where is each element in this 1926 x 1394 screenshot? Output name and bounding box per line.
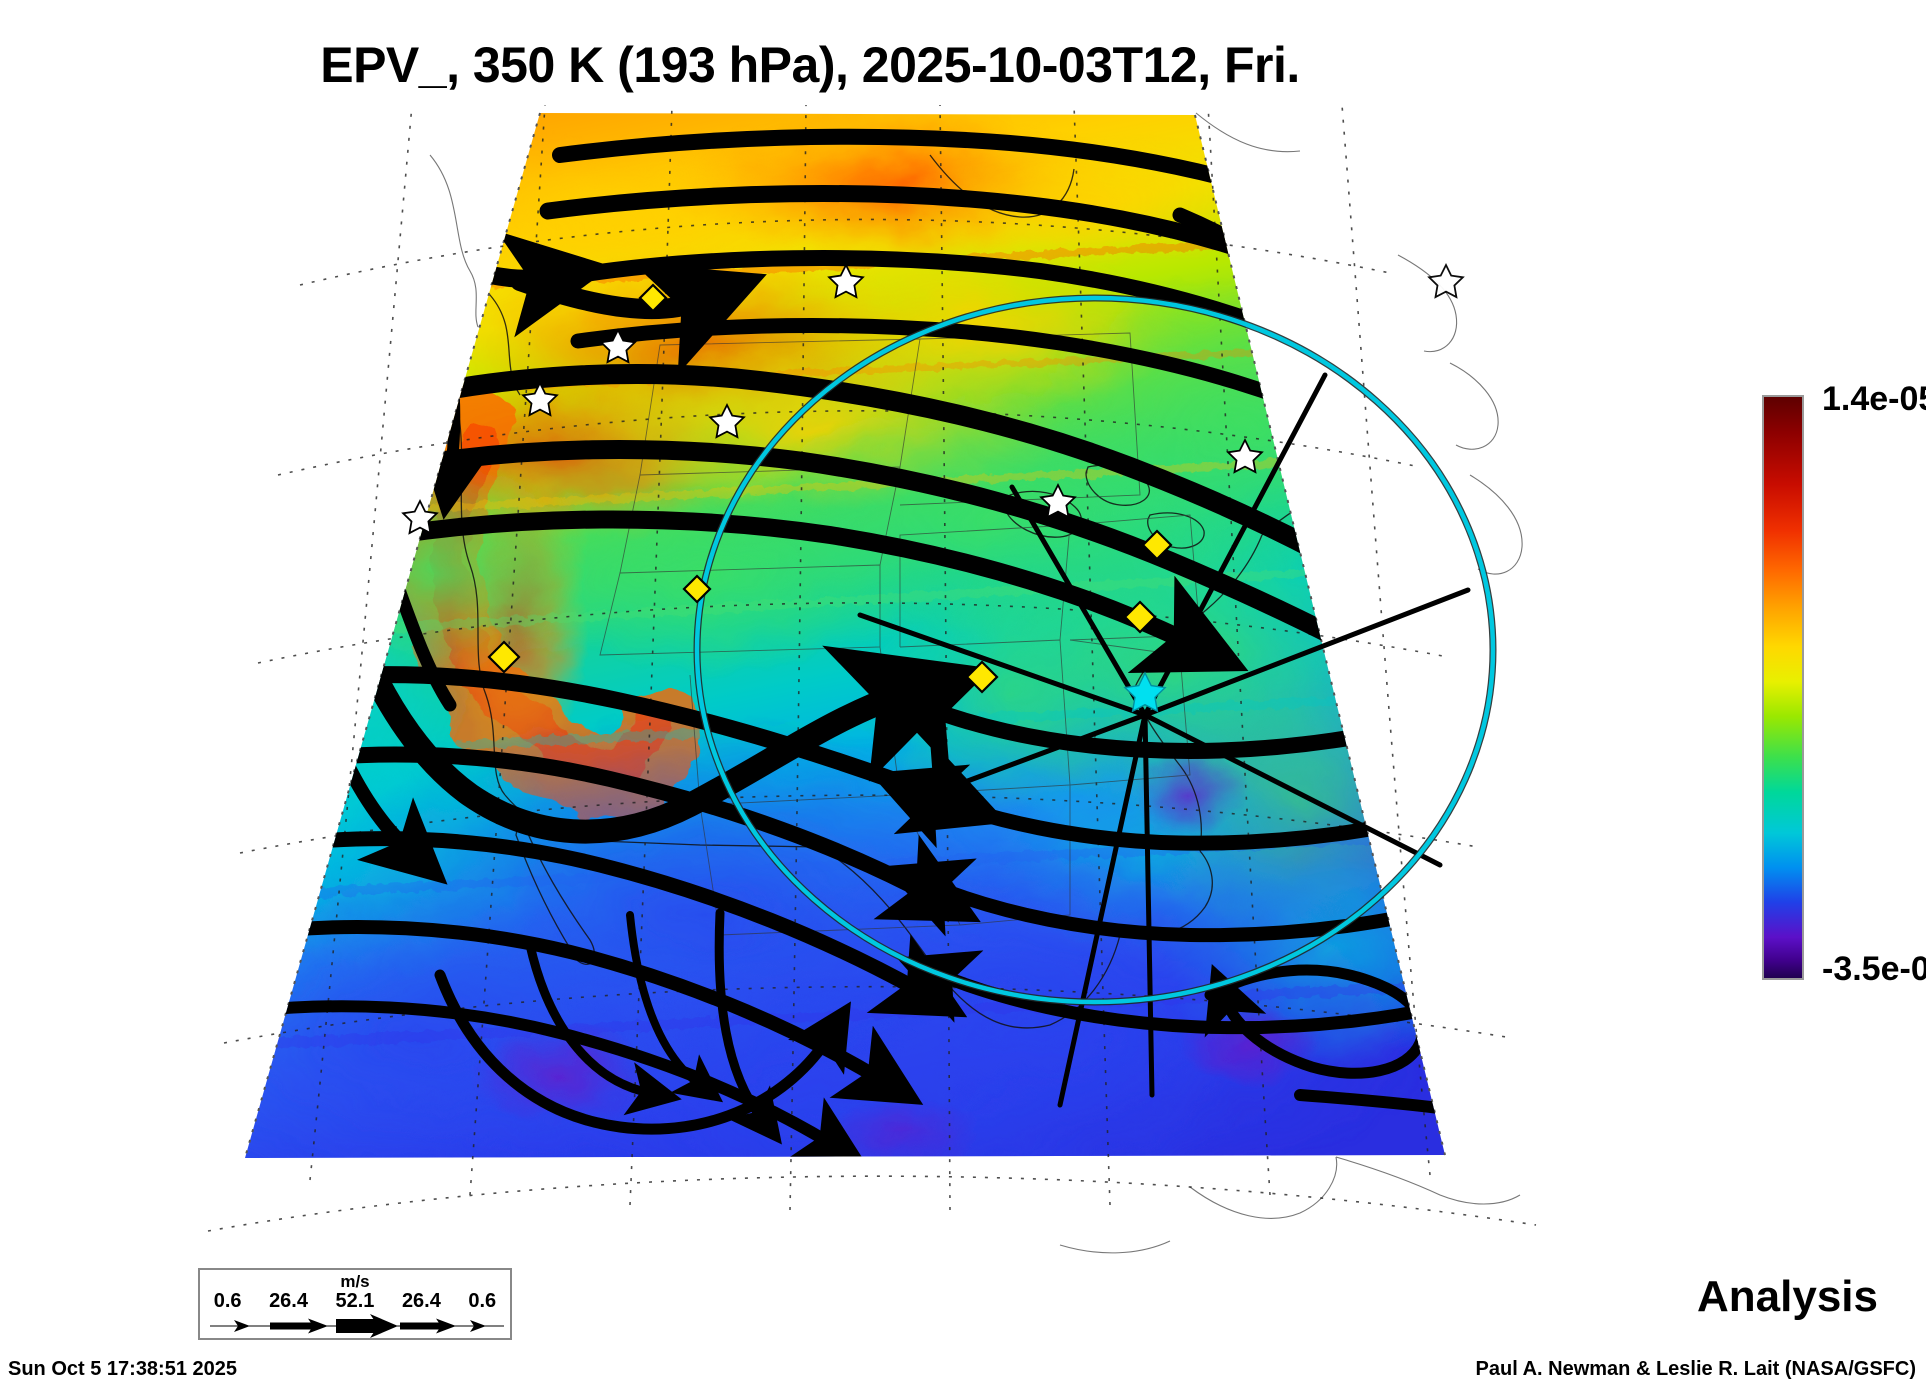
author-credit: Paul A. Newman & Leslie R. Lait (NASA/GS… [1475,1358,1916,1380]
wind-key-tick-3: 26.4 [401,1290,441,1312]
map-border [244,112,1446,1159]
wind-key-tick-4: 0.6 [468,1290,497,1312]
wind-key-arrow-scale [210,1314,504,1338]
wind-key-units-label: m/s [340,1272,370,1291]
wind-streamlines [245,113,1445,1158]
range-circle [693,294,1497,1006]
map-panel[interactable] [0,95,1620,1275]
wind-speed-key: m/s 0.6 26.4 52.1 26.4 0.6 [198,1268,512,1340]
colorbar: 1.4e-05 -3.5e-06 [1756,380,1926,1008]
wind-key-tick-1: 26.4 [269,1290,308,1312]
wind-key-tick-0: 0.6 [213,1290,242,1312]
colorbar-gradient [1762,395,1804,980]
wind-key-tick-2: 52.1 [335,1290,375,1312]
wind-key-tick-labels: 0.6 26.4 52.1 26.4 0.6 [200,1290,510,1313]
station-markers[interactable] [401,262,1465,713]
marker-cyan-star[interactable] [1123,671,1167,713]
analysis-label: Analysis [1697,1272,1878,1321]
generation-timestamp: Sun Oct 5 17:38:51 2025 [8,1358,238,1380]
marker-yellow-diamond[interactable] [487,283,1173,694]
colorbar-max-label: 1.4e-05 [1822,380,1926,418]
page-title: EPV_, 350 K (193 hPa), 2025-10-03T12, Fr… [320,37,1300,93]
colorbar-min-label: -3.5e-06 [1822,950,1926,988]
marker-white-star[interactable] [401,262,1465,535]
flight-track-lines [857,372,1471,1108]
